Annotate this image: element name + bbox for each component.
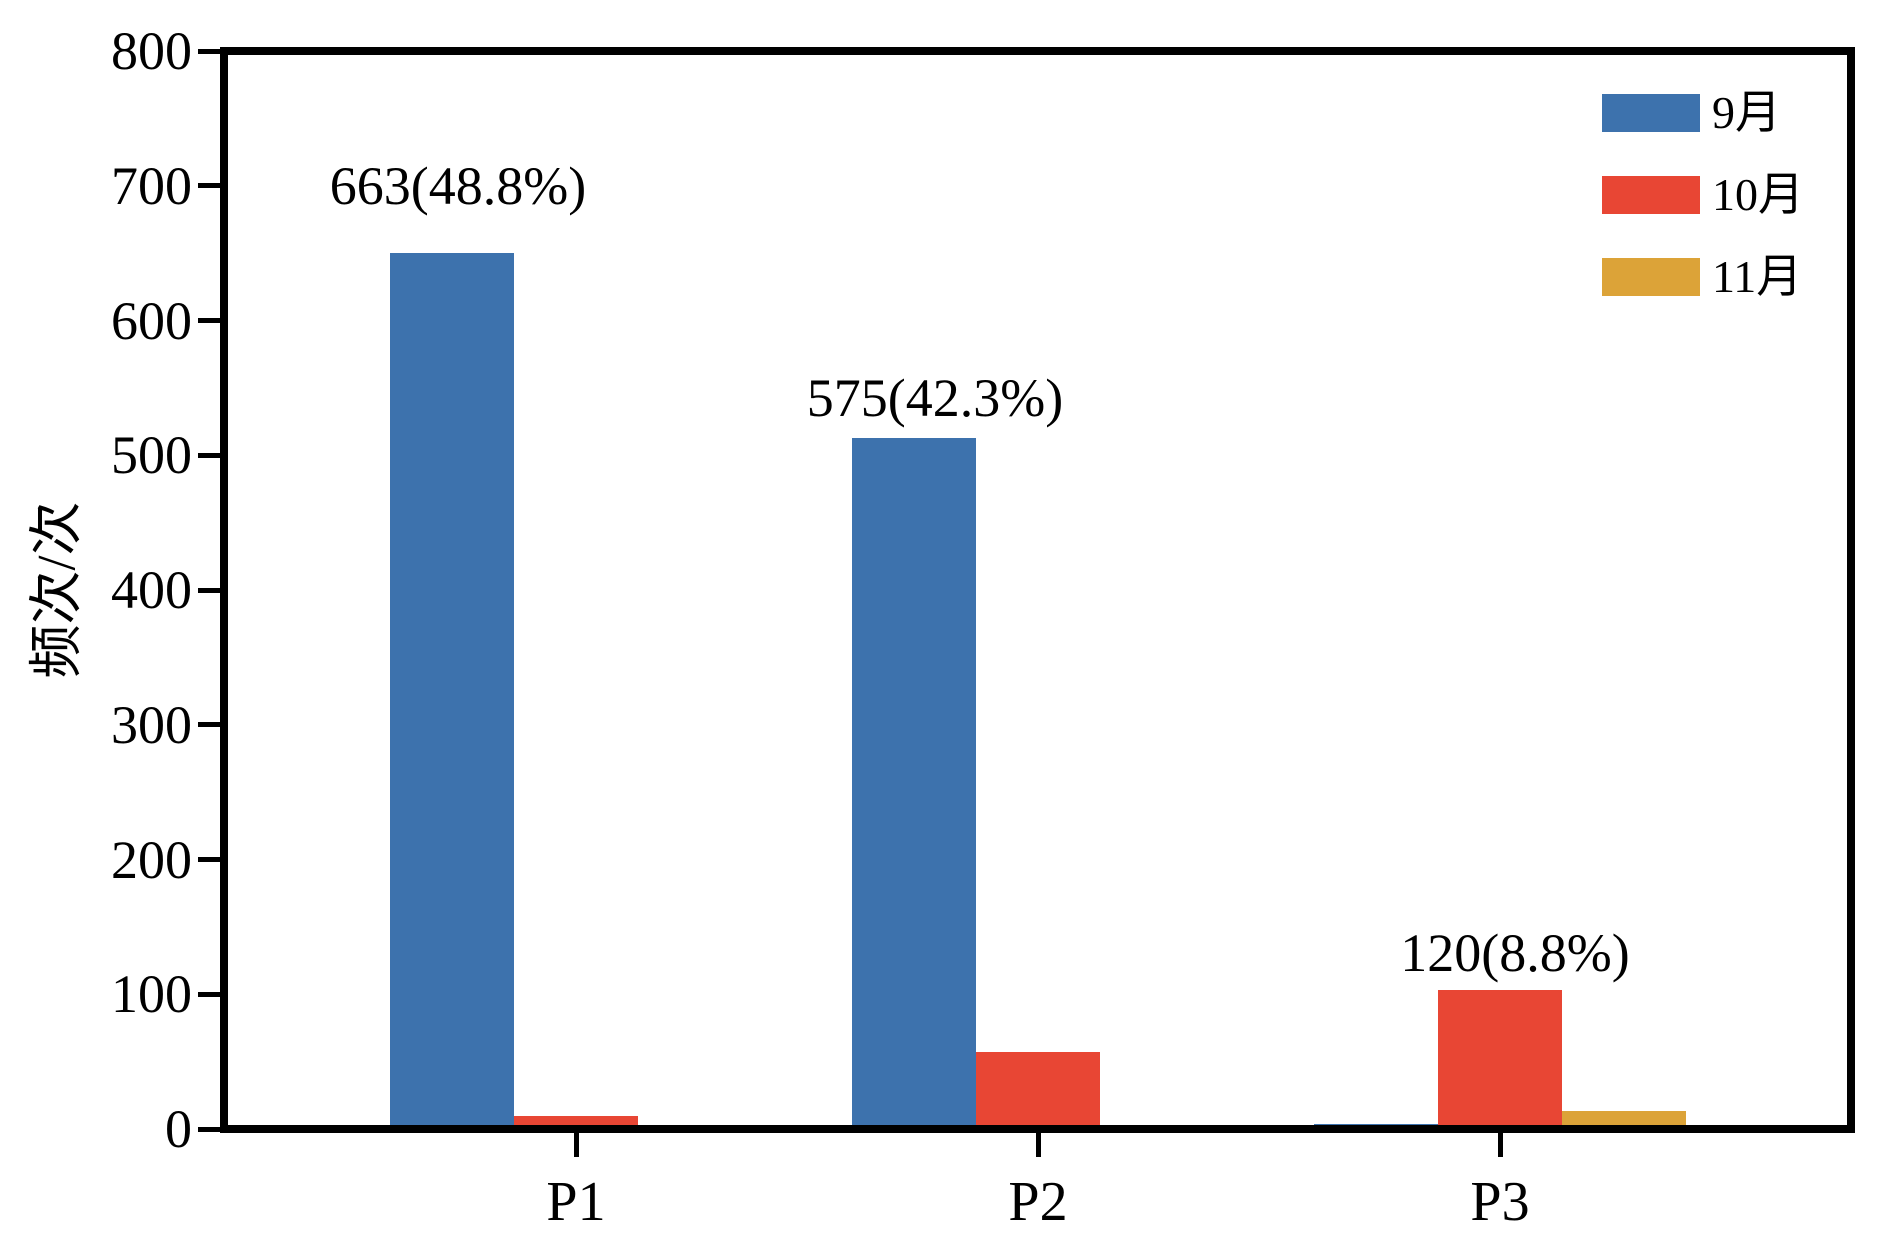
x-tick-label-P3: P3 — [1470, 1171, 1530, 1233]
bar-P1-9月 — [390, 253, 514, 1129]
legend-label: 11月 — [1712, 251, 1803, 302]
x-tick-label-P1: P1 — [546, 1171, 606, 1233]
y-tick-label: 300 — [111, 694, 192, 755]
legend: 9月 10月 11月 — [1602, 90, 1804, 300]
bar-P3-10月 — [1438, 990, 1562, 1129]
y-tick-mark — [198, 183, 220, 189]
legend-item-9月: 9月 — [1602, 90, 1804, 136]
bar-P2-10月 — [976, 1052, 1100, 1129]
y-tick-mark — [198, 991, 220, 997]
legend-item-11月: 11月 — [1602, 254, 1804, 300]
y-tick-mark — [198, 318, 220, 323]
bar-P2-11月 — [1100, 1124, 1224, 1129]
x-tick-mark — [1497, 1133, 1503, 1157]
y-tick-mark — [198, 857, 220, 862]
annotation-P1: 663(48.8%) — [329, 156, 587, 216]
bar-P2-9月 — [852, 437, 976, 1129]
y-tick-label: 500 — [111, 425, 192, 486]
y-tick-label: 100 — [111, 964, 192, 1025]
legend-swatch-icon — [1602, 258, 1700, 296]
x-tick-mark — [573, 1133, 579, 1157]
annotation-P2: 575(42.3%) — [806, 368, 1064, 428]
bar-P3-11月 — [1562, 1111, 1686, 1129]
x-tick-label-P2: P2 — [1008, 1171, 1068, 1233]
annotation-P3: 120(8.8%) — [1400, 923, 1630, 983]
legend-swatch-icon — [1602, 94, 1700, 132]
legend-item-10月: 10月 — [1602, 172, 1804, 218]
legend-label: 10月 — [1712, 169, 1804, 220]
y-tick-mark — [198, 722, 220, 728]
y-tick-label: 800 — [111, 21, 192, 81]
y-tick-label: 200 — [111, 829, 192, 890]
y-tick-label: 700 — [111, 155, 192, 216]
y-tick-mark — [198, 587, 220, 593]
y-tick-label: 400 — [111, 560, 192, 620]
bar-P1-10月 — [514, 1115, 638, 1129]
y-tick-label: 0 — [165, 1099, 192, 1159]
bar-P3-9月 — [1314, 1123, 1438, 1129]
y-tick-mark — [198, 48, 220, 54]
y-tick-label: 600 — [111, 290, 192, 351]
x-tick-mark — [1035, 1133, 1041, 1157]
y-tick-mark — [198, 452, 220, 458]
bar-P1-11月 — [638, 1126, 762, 1129]
legend-label: 9月 — [1712, 87, 1781, 138]
y-tick-mark — [198, 1126, 220, 1132]
legend-swatch-icon — [1602, 176, 1700, 214]
